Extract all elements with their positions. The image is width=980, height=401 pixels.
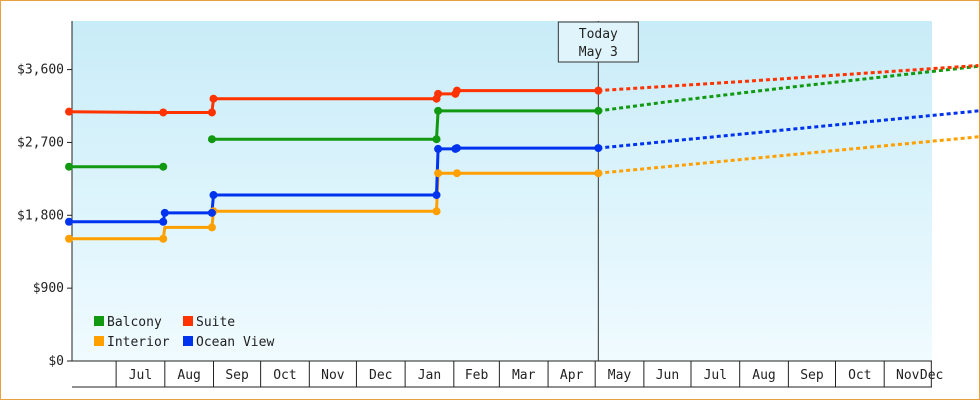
y-axis: $0 $900 $1,800 $2,700 $3,600 xyxy=(17,21,73,369)
legend-label-suite: Suite xyxy=(196,315,235,330)
y-tick-label: $2,700 xyxy=(17,135,64,150)
data-point-interior xyxy=(432,207,441,216)
legend-swatch-suite xyxy=(183,316,193,326)
data-point-ocean-view xyxy=(209,191,218,200)
x-tick-label: Sep xyxy=(800,368,824,383)
data-point-balcony xyxy=(65,162,73,171)
data-point-ocean-view xyxy=(594,144,603,153)
data-point-ocean-view xyxy=(160,208,169,217)
forecast-line-ocean-view xyxy=(598,109,979,150)
data-point-interior xyxy=(159,234,168,243)
data-point-interior xyxy=(207,223,216,232)
x-tick-label: Mar xyxy=(512,368,536,383)
data-point-ocean-view xyxy=(452,144,461,153)
legend-swatch-interior xyxy=(94,336,104,346)
data-point-ocean-view xyxy=(434,144,443,153)
x-tick-label: Jul xyxy=(704,368,727,383)
data-point-ocean-view xyxy=(65,217,73,226)
legend: Balcony Suite Interior Ocean View xyxy=(94,315,274,350)
x-tick-label: May xyxy=(608,368,632,383)
forecast-line-interior xyxy=(598,135,979,175)
x-tick-label: Feb xyxy=(465,368,489,383)
x-axis: Jul Aug Sep Oct Nov Dec Jan Feb Mar Apr May Jun Jul A… xyxy=(72,360,943,388)
data-point-suite xyxy=(452,86,461,95)
x-tick-label: Oct xyxy=(273,368,296,383)
data-point-interior xyxy=(452,169,461,178)
x-tick-label: Oct xyxy=(848,368,871,383)
x-tick-label: Sep xyxy=(225,368,249,383)
x-tick-label: Aug xyxy=(177,368,200,383)
data-point-suite xyxy=(434,89,443,98)
x-tick-label: Apr xyxy=(560,368,584,383)
y-tick-label: $0 xyxy=(48,354,64,369)
x-tick-label: Jun xyxy=(656,368,679,383)
today-marker: Today May 3 xyxy=(557,21,639,361)
forecast-line-balcony xyxy=(598,64,979,113)
data-point-ocean-view xyxy=(432,191,441,200)
data-point-suite xyxy=(209,94,218,103)
data-point-suite xyxy=(159,108,168,117)
x-tick-label: Nov xyxy=(321,368,345,383)
legend-swatch-ocean-view xyxy=(183,336,193,346)
data-point-balcony xyxy=(434,106,443,115)
data-point-balcony xyxy=(432,135,441,144)
x-tick-label: Nov xyxy=(896,368,920,383)
plot-background xyxy=(72,21,932,361)
legend-swatch-balcony xyxy=(94,316,104,326)
data-point-suite xyxy=(207,108,216,117)
marker-layer xyxy=(65,86,603,243)
today-box xyxy=(557,21,639,63)
data-point-balcony xyxy=(159,162,168,171)
data-point-balcony xyxy=(207,135,216,144)
today-date: May 3 xyxy=(579,45,618,60)
y-tick-label: $1,800 xyxy=(17,208,64,223)
x-tick-label: Jul xyxy=(129,368,152,383)
data-point-ocean-view xyxy=(207,208,216,217)
legend-label-balcony: Balcony xyxy=(107,315,162,330)
y-tick-label: $900 xyxy=(33,281,64,296)
data-point-suite xyxy=(594,86,603,95)
x-tick-label: Dec xyxy=(920,368,943,383)
today-label: Today xyxy=(579,27,618,42)
data-point-interior xyxy=(434,169,443,178)
data-point-balcony xyxy=(594,106,603,115)
legend-label-interior: Interior xyxy=(107,335,170,350)
data-point-suite xyxy=(65,107,73,116)
x-tick-label: Aug xyxy=(752,368,775,383)
x-tick-label: Dec xyxy=(369,368,392,383)
data-point-interior xyxy=(65,234,73,243)
x-tick-label: Jan xyxy=(418,368,441,383)
legend-label-ocean-view: Ocean View xyxy=(196,335,274,350)
data-point-interior xyxy=(594,169,603,178)
y-tick-label: $3,600 xyxy=(17,63,64,78)
forecast-line-suite xyxy=(598,64,979,93)
data-point-ocean-view xyxy=(159,217,168,226)
series-line-balcony xyxy=(211,109,599,141)
